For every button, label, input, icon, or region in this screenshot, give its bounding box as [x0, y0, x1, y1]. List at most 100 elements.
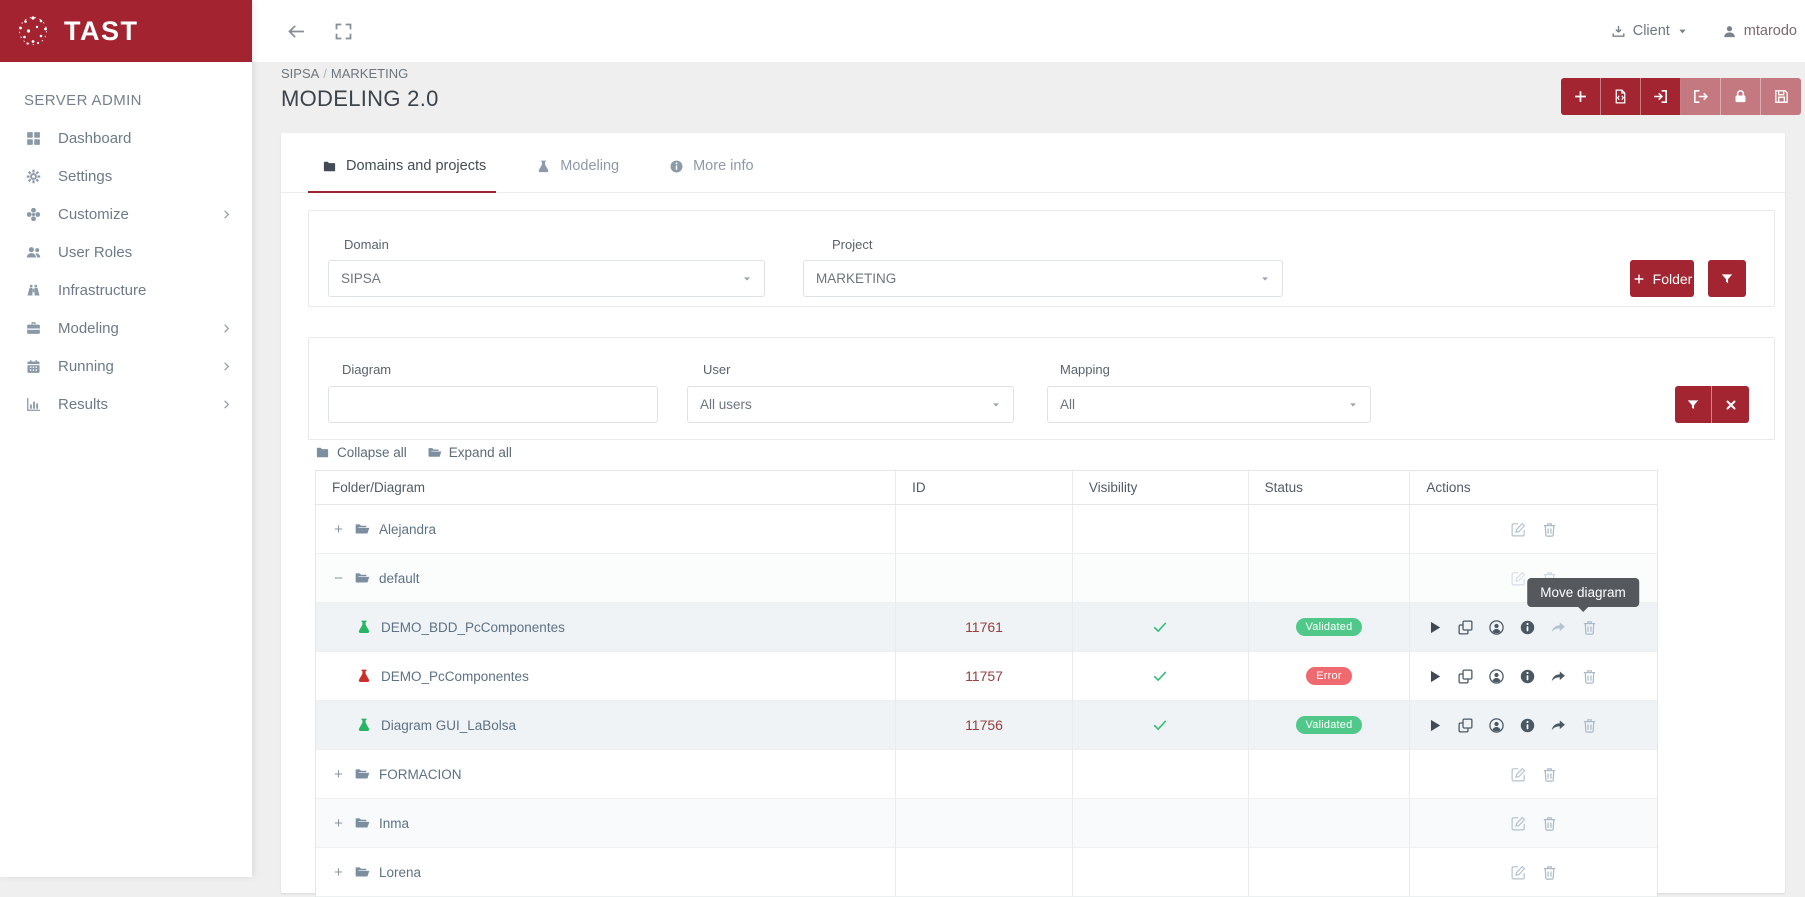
folder-toggle-row[interactable]: + Inma	[332, 815, 409, 832]
move-diagram-icon[interactable]	[1550, 717, 1567, 734]
delete-folder-icon[interactable]	[1541, 766, 1558, 783]
clone-diagram-icon[interactable]	[1457, 668, 1474, 685]
tab-domains-and-projects[interactable]: Domains and projects	[307, 158, 497, 193]
folder-toggle-row[interactable]: + Lorena	[332, 864, 421, 881]
user-select[interactable]: All users	[687, 386, 1014, 423]
flask-icon	[356, 619, 372, 635]
apply-filter-button[interactable]	[1675, 386, 1712, 423]
sidebar-item-customize[interactable]: Customize	[0, 195, 252, 233]
clear-filter-button[interactable]	[1712, 386, 1749, 423]
tree-toolbar: Collapse all Expand all	[315, 445, 512, 460]
mapping-select-value: All	[1060, 397, 1076, 412]
back-arrow-icon[interactable]	[286, 21, 307, 42]
lock-button[interactable]	[1721, 78, 1761, 115]
sidebar-item-user-roles[interactable]: User Roles	[0, 233, 252, 271]
delete-folder-icon[interactable]	[1541, 864, 1558, 881]
sidebar-item-infrastructure[interactable]: Infrastructure	[0, 271, 252, 309]
delete-folder-icon[interactable]	[1541, 521, 1558, 538]
expand-toggle[interactable]: +	[334, 520, 343, 538]
collapse-toggle[interactable]: −	[334, 569, 343, 587]
folder-toggle-row[interactable]: + Alejandra	[332, 521, 436, 538]
sidebar-item-results[interactable]: Results	[0, 385, 252, 423]
export-button[interactable]	[1681, 78, 1721, 115]
breadcrumb-project[interactable]: MARKETING	[330, 66, 409, 81]
sidebar-section-label: SERVER ADMIN	[24, 92, 142, 109]
diagram-owner-icon[interactable]	[1488, 668, 1505, 685]
delete-diagram-icon[interactable]	[1581, 619, 1598, 636]
folder-toggle-row[interactable]: − default	[332, 569, 419, 587]
tab-modeling[interactable]: Modeling	[534, 158, 621, 192]
fullscreen-icon[interactable]	[333, 21, 354, 42]
edit-folder-icon[interactable]	[1510, 570, 1527, 587]
folder-open-icon	[427, 445, 442, 460]
run-diagram-icon[interactable]	[1426, 668, 1443, 685]
sidebar-item-modeling[interactable]: Modeling	[0, 309, 252, 347]
clone-diagram-icon[interactable]	[1457, 619, 1474, 636]
move-diagram-icon[interactable]	[1550, 619, 1567, 636]
sidebar-item-running[interactable]: Running	[0, 347, 252, 385]
add-folder-button[interactable]: Folder	[1630, 260, 1694, 297]
expand-toggle[interactable]: +	[334, 765, 343, 783]
folder-open-icon	[354, 864, 370, 880]
users-icon	[25, 244, 42, 261]
diagram-link[interactable]: DEMO_PcComponentes	[356, 668, 529, 684]
app-brand[interactable]: TAST	[0, 0, 252, 62]
brand-sphere-icon	[13, 11, 53, 51]
client-menu[interactable]: Client	[1611, 23, 1688, 39]
edit-folder-icon[interactable]	[1510, 766, 1527, 783]
funnel-icon	[1686, 398, 1700, 412]
domain-project-panel: Domain SIPSA Project MARKETING Folder	[308, 210, 1775, 307]
edit-folder-icon[interactable]	[1510, 864, 1527, 881]
tab-more-info[interactable]: More info	[667, 158, 755, 192]
folder-toggle-row[interactable]: + FORMACION	[332, 765, 461, 783]
plus-icon	[1572, 88, 1589, 105]
breadcrumb-domain[interactable]: SIPSA	[281, 66, 320, 81]
project-select[interactable]: MARKETING	[803, 260, 1283, 297]
expand-toggle[interactable]: +	[334, 863, 343, 881]
move-diagram-icon[interactable]	[1550, 668, 1567, 685]
mapping-select[interactable]: All	[1047, 386, 1371, 423]
file-code-icon	[1612, 88, 1629, 105]
delete-folder-icon[interactable]	[1541, 815, 1558, 832]
filter-button[interactable]	[1708, 260, 1746, 297]
file-code-button[interactable]	[1601, 78, 1641, 115]
diagram-search-input[interactable]	[328, 386, 658, 423]
folder-open-icon	[354, 570, 370, 586]
table-row: − default	[316, 554, 1657, 603]
diagram-link[interactable]: Diagram GUI_LaBolsa	[356, 717, 516, 733]
run-diagram-icon[interactable]	[1426, 619, 1443, 636]
sidebar-item-label: Results	[58, 395, 109, 413]
save-icon	[1773, 88, 1790, 105]
add-button[interactable]	[1561, 78, 1601, 115]
expand-all-button[interactable]: Expand all	[427, 445, 512, 460]
diagram-link[interactable]: DEMO_BDD_PcComponentes	[356, 619, 565, 635]
chevron-right-icon	[221, 361, 232, 372]
diagram-owner-icon[interactable]	[1488, 717, 1505, 734]
run-diagram-icon[interactable]	[1426, 717, 1443, 734]
sidebar-item-dashboard[interactable]: Dashboard	[0, 119, 252, 157]
user-menu[interactable]: mtarodo	[1722, 23, 1797, 39]
expand-toggle[interactable]: +	[334, 814, 343, 832]
diagram-info-icon[interactable]	[1519, 717, 1536, 734]
briefcase-icon	[25, 320, 42, 337]
edit-folder-icon[interactable]	[1510, 815, 1527, 832]
delete-diagram-icon[interactable]	[1581, 717, 1598, 734]
clone-diagram-icon[interactable]	[1457, 717, 1474, 734]
sidebar-item-label: Running	[58, 357, 114, 375]
table-row: Diagram GUI_LaBolsa 11756 Validated	[316, 701, 1657, 750]
import-button[interactable]	[1641, 78, 1681, 115]
diagram-owner-icon[interactable]	[1488, 619, 1505, 636]
edit-folder-icon[interactable]	[1510, 521, 1527, 538]
diagram-info-icon[interactable]	[1519, 619, 1536, 636]
save-button[interactable]	[1761, 78, 1801, 115]
collapse-all-button[interactable]: Collapse all	[315, 445, 407, 460]
delete-diagram-icon[interactable]	[1581, 668, 1598, 685]
diagram-info-icon[interactable]	[1519, 668, 1536, 685]
sidebar-item-settings[interactable]: Settings	[0, 157, 252, 195]
folder-name: Inma	[379, 815, 410, 831]
gear-icon	[25, 168, 42, 185]
domain-select[interactable]: SIPSA	[328, 260, 765, 297]
folder-icon	[322, 159, 337, 174]
diagram-name: DEMO_PcComponentes	[381, 668, 529, 684]
folders-table: Folder/Diagram ID Visibility Status Acti…	[315, 470, 1658, 897]
